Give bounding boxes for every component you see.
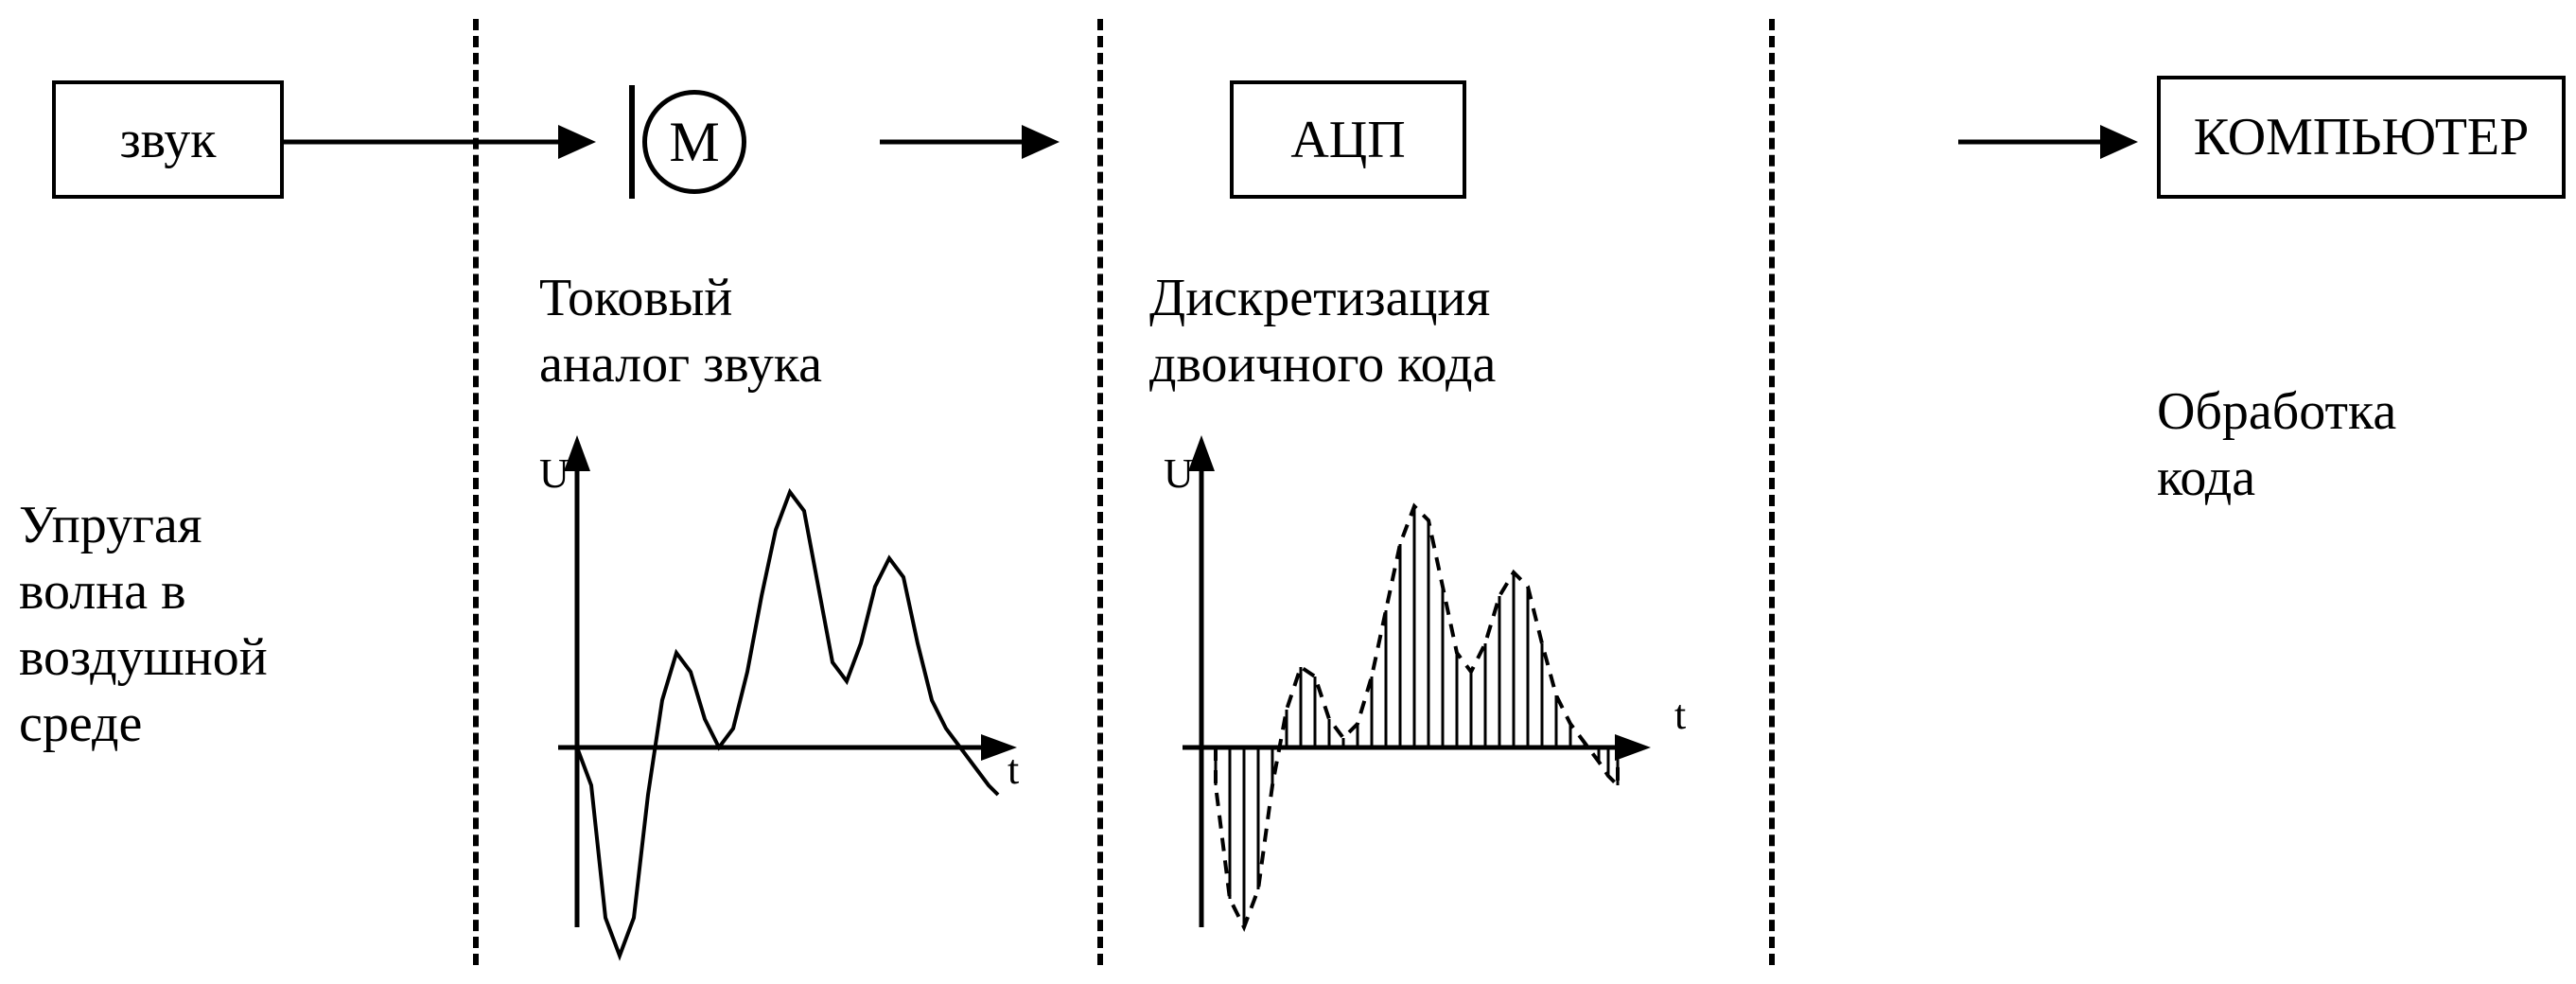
microphone-symbol: М — [629, 85, 746, 199]
analog-waveform-graph: U t — [501, 397, 1069, 965]
sample-stems — [1216, 506, 1618, 927]
computer-box-label: КОМПЬЮТЕР — [2194, 107, 2530, 167]
analog-curve — [577, 492, 998, 956]
adc-caption: Дискретизация двоичного кода — [1149, 265, 1496, 397]
mic-bar-icon — [629, 85, 635, 199]
diagram-canvas: звук Упругая волна в воздушной среде М Т… — [0, 0, 2576, 984]
mic-caption: Токовый аналог звука — [539, 265, 822, 397]
divider-2 — [1097, 19, 1103, 965]
adc-box-label: АЦП — [1290, 110, 1405, 170]
sampled-x-label: t — [1674, 692, 1686, 738]
sampled-y-label: U — [1164, 450, 1194, 497]
analog-y-label: U — [539, 450, 570, 497]
computer-box: КОМПЬЮТЕР — [2157, 76, 2566, 199]
arrow-sound-to-mic — [284, 104, 605, 180]
arrow-mic-to-adc — [880, 104, 1069, 180]
analog-x-label: t — [1008, 747, 1019, 793]
computer-caption: Обработка кода — [2157, 378, 2396, 511]
adc-box: АЦП — [1230, 80, 1466, 199]
sound-box-label: звук — [120, 110, 217, 170]
mic-circle-icon: М — [642, 90, 746, 194]
arrow-adc-to-computer — [1958, 104, 2147, 180]
sampled-waveform-graph: U t — [1126, 397, 1731, 965]
sound-box: звук — [52, 80, 284, 199]
divider-3 — [1769, 19, 1775, 965]
mic-letter: М — [669, 110, 719, 175]
sound-caption: Упругая волна в воздушной среде — [19, 492, 268, 757]
